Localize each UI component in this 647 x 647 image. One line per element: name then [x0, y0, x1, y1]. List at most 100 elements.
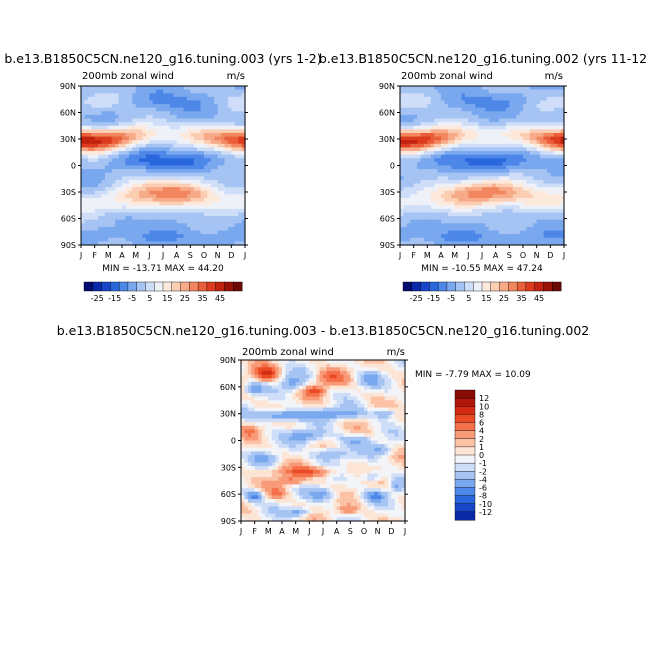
- heatmap-cell: [475, 132, 480, 138]
- heatmap-cell: [145, 165, 150, 170]
- x-tick-label: J: [147, 251, 150, 260]
- heatmap-cell: [502, 230, 507, 235]
- heatmap-cell: [173, 183, 178, 188]
- heatmap-cell: [231, 107, 236, 112]
- heatmap-cell: [505, 223, 510, 228]
- heatmap-cell: [197, 111, 202, 116]
- heatmap-cell: [526, 216, 531, 221]
- heatmap-cell: [91, 216, 96, 221]
- heatmap-cell: [482, 194, 487, 199]
- heatmap-cell: [180, 114, 185, 120]
- heatmap-cell: [309, 403, 314, 409]
- heatmap-cell: [546, 230, 551, 235]
- heatmap-cell: [180, 151, 185, 156]
- heatmap-cell: [492, 223, 497, 228]
- heatmap-cell: [523, 183, 528, 188]
- heatmap-cell: [413, 86, 418, 91]
- heatmap-cell: [492, 198, 497, 203]
- heatmap-cell: [118, 172, 123, 177]
- heatmap-cell: [111, 219, 116, 224]
- heatmap-cell: [475, 241, 480, 246]
- heatmap-cell: [499, 158, 504, 163]
- heatmap-cell: [387, 396, 392, 401]
- heatmap-cell: [343, 367, 348, 372]
- heatmap-cell: [441, 147, 446, 152]
- heatmap-cell: [550, 179, 555, 185]
- x-tick-label: J: [398, 251, 401, 260]
- heatmap-cell: [227, 183, 232, 188]
- heatmap-cell: [142, 132, 147, 138]
- heatmap-cell: [475, 172, 480, 177]
- heatmap-cell: [115, 219, 120, 224]
- heatmap-cell: [84, 172, 89, 177]
- panel-units-label: m/s: [227, 71, 245, 82]
- heatmap-cell: [145, 161, 150, 167]
- heatmap-cell: [441, 230, 446, 235]
- heatmap-cell: [183, 125, 188, 130]
- heatmap-cell: [427, 194, 432, 199]
- heatmap-cell: [145, 154, 150, 159]
- heatmap-cell: [417, 86, 422, 91]
- heatmap-cell: [152, 107, 157, 112]
- heatmap-cell: [91, 183, 96, 188]
- heatmap-cell: [197, 154, 202, 159]
- heatmap-cell: [420, 107, 425, 112]
- heatmap-cell: [468, 147, 473, 152]
- heatmap-cell: [488, 216, 493, 221]
- heatmap-cell: [482, 161, 487, 167]
- heatmap-cell: [84, 125, 89, 130]
- heatmap-cell: [231, 132, 236, 138]
- heatmap-cell: [512, 147, 517, 152]
- heatmap-cell: [238, 241, 243, 246]
- heatmap-cell: [176, 198, 181, 203]
- heatmap-cell: [135, 234, 140, 239]
- heatmap-cell: [139, 223, 144, 228]
- heatmap-cell: [149, 230, 154, 235]
- heatmap-cell: [529, 212, 534, 217]
- heatmap-cell: [231, 111, 236, 116]
- heatmap-cell: [244, 392, 249, 398]
- heatmap-cell: [183, 161, 188, 167]
- heatmap-cell: [336, 363, 341, 368]
- heatmap-cell: [152, 234, 157, 239]
- heatmap-cell: [533, 241, 538, 246]
- heatmap-cell: [224, 86, 229, 91]
- heatmap-cell: [234, 122, 239, 127]
- heatmap-cell: [557, 237, 562, 242]
- heatmap-cell: [543, 205, 548, 210]
- heatmap-cell: [210, 114, 215, 120]
- heatmap-cell: [478, 143, 483, 149]
- heatmap-cell: [485, 201, 490, 206]
- heatmap-cell: [204, 96, 209, 102]
- heatmap-cell: [221, 122, 226, 127]
- heatmap-cell: [224, 151, 229, 156]
- heatmap-cell: [499, 107, 504, 112]
- heatmap-cell: [488, 151, 493, 156]
- heatmap-cell: [234, 205, 239, 210]
- heatmap-cell: [132, 216, 137, 221]
- heatmap-cell: [529, 169, 534, 174]
- heatmap-cell: [217, 183, 222, 188]
- heatmap-cell: [423, 198, 428, 203]
- heatmap-cell: [546, 86, 551, 91]
- heatmap-cell: [132, 183, 137, 188]
- heatmap-cell: [118, 89, 123, 94]
- heatmap-cell: [149, 96, 154, 102]
- heatmap-cell: [406, 122, 411, 127]
- heatmap-cell: [461, 176, 466, 181]
- heatmap-cell: [505, 89, 510, 94]
- heatmap-cell: [410, 104, 415, 109]
- heatmap-cell: [437, 176, 442, 181]
- heatmap-cell: [118, 237, 123, 242]
- heatmap-cell: [163, 176, 168, 181]
- heatmap-cell: [444, 172, 449, 177]
- heatmap-cell: [516, 169, 521, 174]
- heatmap-cell: [156, 118, 161, 123]
- heatmap-cell: [529, 151, 534, 156]
- heatmap-cell: [550, 212, 555, 217]
- heatmap-cell: [190, 234, 195, 239]
- heatmap-cell: [210, 183, 215, 188]
- heatmap-cell: [553, 241, 558, 246]
- heatmap-cell: [482, 201, 487, 206]
- heatmap-cell: [512, 100, 517, 105]
